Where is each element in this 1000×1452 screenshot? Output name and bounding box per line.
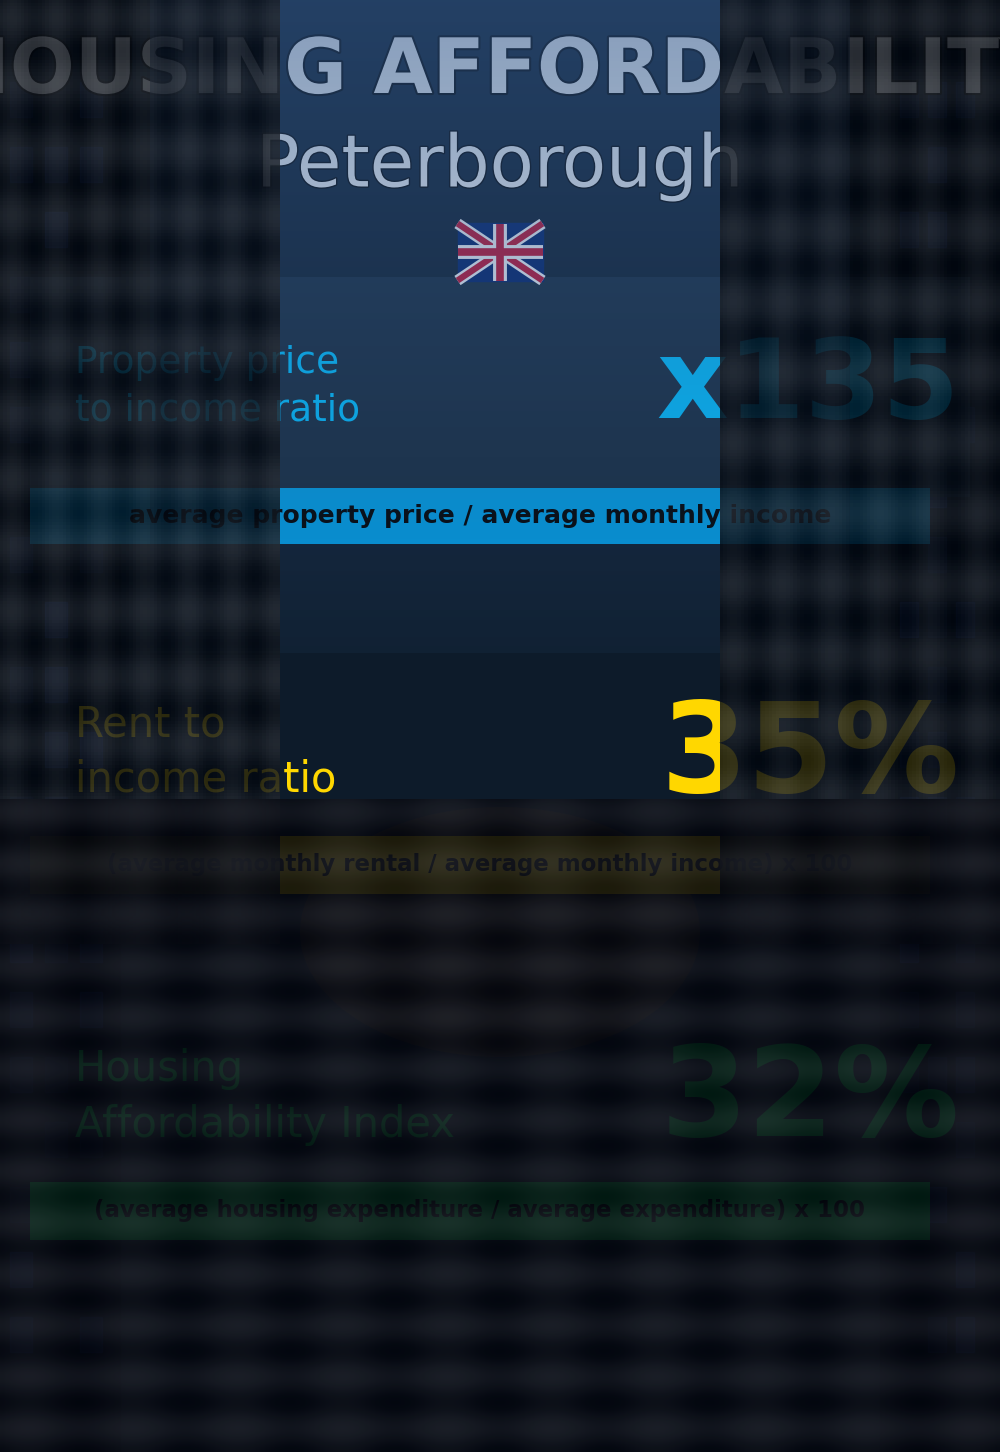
Bar xyxy=(45,212,67,247)
Bar xyxy=(10,1317,32,1352)
Bar xyxy=(928,862,946,897)
Bar xyxy=(956,537,974,572)
Bar xyxy=(928,797,946,832)
Bar xyxy=(900,81,918,118)
Bar xyxy=(956,343,974,378)
Bar xyxy=(900,1252,918,1286)
Bar xyxy=(80,147,102,182)
Bar xyxy=(956,1122,974,1157)
Text: Property price
to income ratio: Property price to income ratio xyxy=(75,346,360,428)
Bar xyxy=(956,603,974,637)
Bar xyxy=(956,1252,974,1286)
Bar xyxy=(956,407,974,441)
Text: HOUSING AFFORDABILITY: HOUSING AFFORDABILITY xyxy=(0,35,1000,109)
Bar xyxy=(900,1317,918,1352)
Bar xyxy=(10,343,32,378)
Bar xyxy=(0,0,120,1452)
Bar xyxy=(10,666,32,701)
Bar xyxy=(80,472,102,507)
Bar xyxy=(900,603,918,637)
Bar xyxy=(10,992,32,1027)
Bar xyxy=(45,81,67,118)
Bar xyxy=(10,1057,32,1092)
Bar xyxy=(956,797,974,832)
Text: Housing
Affordability Index: Housing Affordability Index xyxy=(75,1048,455,1146)
Bar xyxy=(10,537,32,572)
Text: 32%: 32% xyxy=(661,1041,960,1163)
Bar xyxy=(45,797,67,832)
Text: Peterborough: Peterborough xyxy=(256,132,744,202)
Bar xyxy=(928,1317,946,1352)
Bar xyxy=(900,537,918,572)
Bar xyxy=(900,926,918,963)
Bar xyxy=(10,407,32,441)
Bar xyxy=(900,992,918,1027)
Bar xyxy=(928,666,946,701)
Bar xyxy=(928,1122,946,1157)
Bar xyxy=(928,1252,946,1286)
Bar xyxy=(956,992,974,1027)
Text: Rent to
income ratio: Rent to income ratio xyxy=(75,703,336,800)
Bar xyxy=(80,407,102,441)
Bar xyxy=(10,862,32,897)
Bar xyxy=(880,0,1000,1452)
Bar xyxy=(45,343,67,378)
Bar xyxy=(956,926,974,963)
Bar xyxy=(45,407,67,441)
Bar xyxy=(80,537,102,572)
Bar xyxy=(900,862,918,897)
Bar xyxy=(80,1317,102,1352)
Bar xyxy=(45,862,67,897)
Bar xyxy=(10,277,32,312)
Text: x135: x135 xyxy=(657,334,960,440)
Bar xyxy=(45,992,67,1027)
Bar xyxy=(900,797,918,832)
Bar xyxy=(45,1122,67,1157)
Bar xyxy=(956,212,974,247)
Bar xyxy=(10,147,32,182)
Bar xyxy=(928,926,946,963)
Bar xyxy=(45,926,67,963)
Text: average property price / average monthly income: average property price / average monthly… xyxy=(129,504,831,529)
Bar xyxy=(45,277,67,312)
Bar xyxy=(45,1252,67,1286)
Bar xyxy=(10,732,32,767)
Bar xyxy=(10,603,32,637)
Bar xyxy=(956,277,974,312)
FancyBboxPatch shape xyxy=(30,836,930,894)
FancyBboxPatch shape xyxy=(30,277,970,497)
Bar xyxy=(956,1317,974,1352)
Bar xyxy=(10,212,32,247)
Bar xyxy=(10,797,32,832)
Bar xyxy=(900,277,918,312)
Bar xyxy=(458,224,542,280)
Bar xyxy=(900,407,918,441)
Ellipse shape xyxy=(300,807,700,1057)
Bar xyxy=(45,472,67,507)
Bar xyxy=(80,277,102,312)
Bar xyxy=(45,1057,67,1092)
Bar xyxy=(80,1057,102,1092)
Text: 35%: 35% xyxy=(661,697,960,817)
Bar xyxy=(900,472,918,507)
Bar xyxy=(928,537,946,572)
Text: (average housing expenditure / average expenditure) x 100: (average housing expenditure / average e… xyxy=(94,1199,866,1223)
FancyBboxPatch shape xyxy=(30,488,930,544)
Bar xyxy=(80,81,102,118)
FancyBboxPatch shape xyxy=(30,1182,930,1240)
Bar xyxy=(45,732,67,767)
Bar xyxy=(956,862,974,897)
Bar xyxy=(45,147,67,182)
Bar xyxy=(956,81,974,118)
Bar xyxy=(956,472,974,507)
Bar xyxy=(80,1252,102,1286)
Bar xyxy=(80,926,102,963)
Bar xyxy=(45,1186,67,1223)
Text: (average monthly rental / average monthly income) x 100: (average monthly rental / average monthl… xyxy=(107,854,853,877)
